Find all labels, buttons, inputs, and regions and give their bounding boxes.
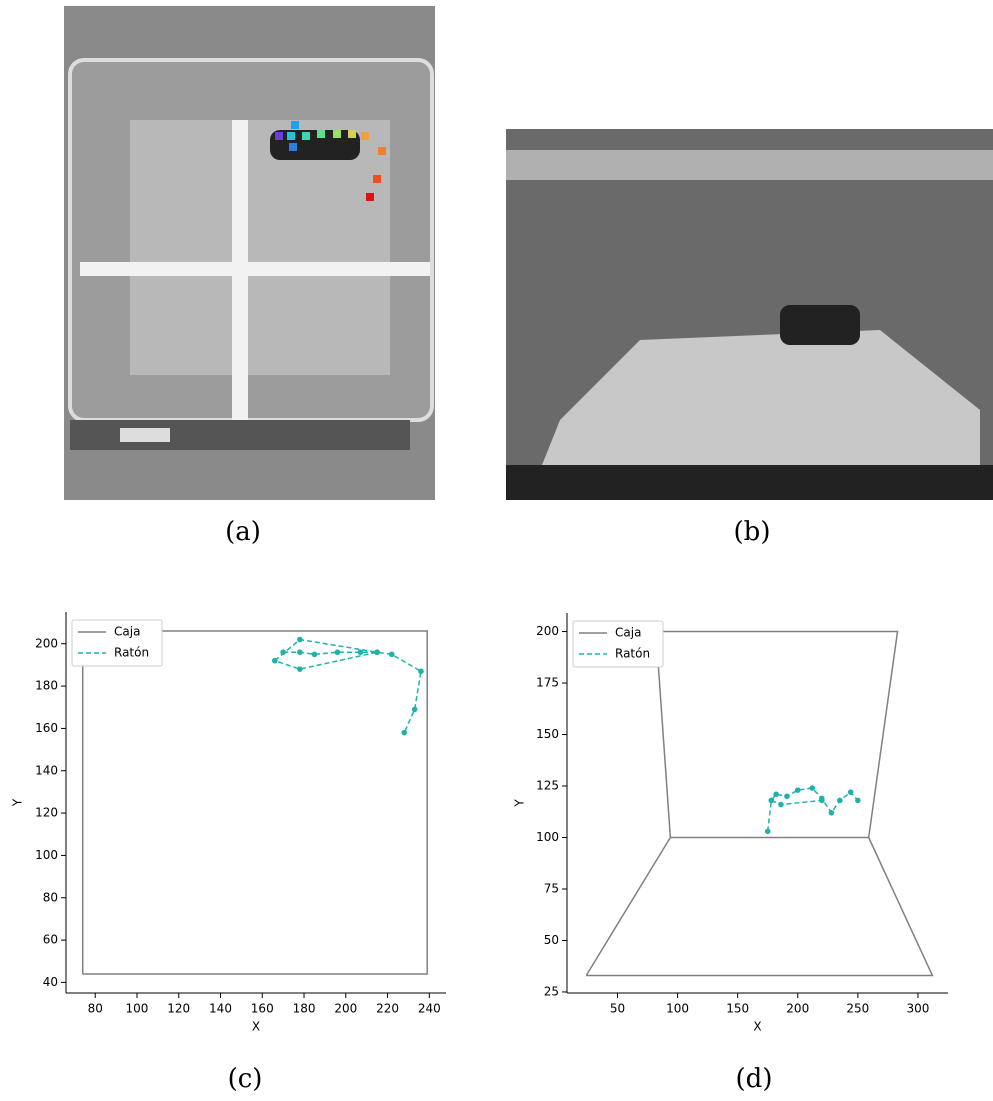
series-line [585, 630, 934, 977]
y-tick-label: 180 [35, 679, 58, 693]
x-tick-label: 200 [786, 1002, 809, 1016]
point [334, 649, 341, 656]
point [768, 797, 775, 804]
point [418, 668, 424, 675]
point [271, 657, 278, 664]
x-tick-label: 100 [126, 1002, 149, 1016]
caption: (b) [734, 517, 771, 547]
series-line [274, 638, 422, 733]
y-tick-label: 200 [536, 624, 559, 638]
point [311, 651, 318, 658]
point [297, 636, 303, 643]
y-tick-label: 200 [35, 636, 58, 650]
y-axis-label: Y [11, 798, 25, 807]
point [828, 809, 835, 816]
x-tick-label: 250 [846, 1002, 869, 1016]
point [764, 828, 771, 835]
y-tick-label: 175 [536, 676, 559, 690]
caption: (d) [736, 1064, 773, 1094]
x-tick-label: 160 [251, 1002, 274, 1016]
y-tick-label: 40 [43, 975, 58, 989]
point [837, 797, 843, 804]
x-tick-label: 150 [726, 1002, 749, 1016]
legend-label: Ratón [114, 646, 149, 660]
legend: Caja Ratón [572, 620, 664, 668]
y-tick-label: 80 [43, 890, 58, 904]
point [794, 787, 801, 793]
x-tick-label: 50 [610, 1002, 625, 1016]
point [819, 797, 825, 804]
point [388, 651, 395, 658]
y-tick-label: 50 [544, 933, 559, 947]
series-line [766, 787, 859, 832]
legend-label: Caja [615, 626, 641, 640]
x-tick-label: 120 [167, 1002, 190, 1016]
y-tick-label: 75 [544, 881, 559, 895]
x-tick-label: 140 [209, 1002, 232, 1016]
legend-label: Caja [114, 625, 140, 639]
point [280, 649, 286, 656]
x-tick-label: 220 [376, 1002, 399, 1016]
x-tick-label: 240 [418, 1002, 441, 1016]
caption: (a) [225, 517, 261, 547]
point [847, 789, 854, 795]
x-axis-label: X [753, 1020, 761, 1034]
photo-top-view [64, 6, 435, 500]
point [773, 791, 779, 798]
x-axis-label: X [252, 1020, 260, 1034]
x-tick-label: 80 [88, 1002, 103, 1016]
point [809, 785, 815, 791]
point [411, 706, 418, 713]
point [297, 666, 303, 672]
point [784, 793, 790, 800]
point [297, 649, 303, 656]
point [374, 649, 380, 656]
point [778, 801, 784, 808]
y-tick-label: 100 [536, 830, 559, 844]
y-tick-label: 25 [544, 984, 559, 998]
point [357, 649, 364, 656]
y-axis-label: Y [513, 799, 527, 808]
plot: 80 100 120 140 160 180 200 220 240 40 60 80 100 120 14… [11, 612, 446, 1034]
y-tick-label: 60 [43, 933, 58, 947]
x-tick-label: 300 [906, 1002, 929, 1016]
y-tick-label: 100 [35, 848, 58, 862]
plot: 50 100 150 200 250 300 25 50 75 100 125 150 175 200 X Y… [513, 613, 948, 1034]
y-tick-label: 120 [35, 806, 58, 820]
legend-label: Ratón [615, 647, 650, 661]
caption: (c) [228, 1064, 263, 1094]
series-line [81, 630, 428, 975]
x-tick-label: 200 [334, 1002, 357, 1016]
photo-side-view [506, 129, 993, 500]
x-tick-label: 100 [666, 1002, 689, 1016]
point [855, 797, 861, 804]
legend: Caja Ratón [71, 619, 163, 667]
y-tick-label: 160 [35, 721, 58, 735]
y-tick-label: 150 [536, 727, 559, 741]
y-tick-label: 140 [35, 763, 58, 777]
x-tick-label: 180 [293, 1002, 316, 1016]
y-tick-label: 125 [536, 779, 559, 793]
point [401, 729, 408, 736]
